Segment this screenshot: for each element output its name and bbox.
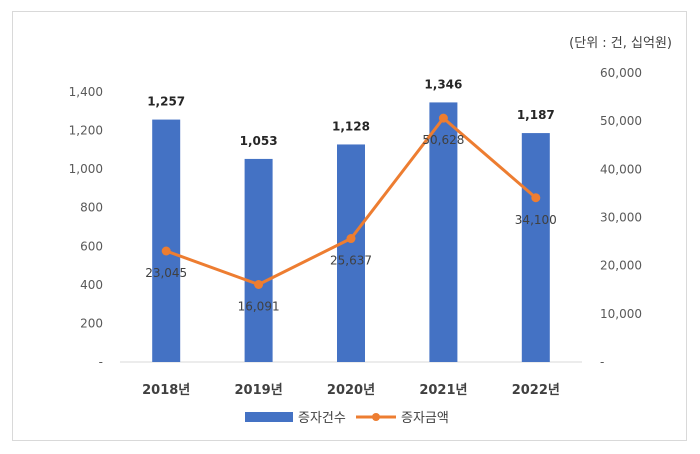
right-tick-label: 50,000 [600,114,642,128]
bar-series [152,102,550,363]
bar [429,102,458,363]
line-point [254,279,264,289]
line-data-labels: 23,045 16,091 25,637 50,628 34,100 [145,133,557,313]
line-point [346,234,356,244]
right-axis-ticks: - 10,000 20,000 30,000 40,000 50,000 60,000 [600,66,642,369]
bar-value-label: 1,128 [332,119,370,133]
left-tick-label: 600 [80,239,103,253]
unit-note: (단위 : 건, 십억원) [569,36,672,51]
bar-value-label: 1,346 [424,77,462,91]
line-point [438,113,448,123]
line-value-label: 23,045 [145,266,187,280]
legend: 증자건수 증자금액 [245,411,449,426]
legend-label: 증자건수 [298,411,346,426]
bar [244,158,273,362]
bar-value-label: 1,053 [240,134,278,148]
legend-swatch-marker [372,413,380,421]
bar-data-labels: 1,257 1,053 1,128 1,346 1,187 [147,77,555,148]
right-tick-label: 30,000 [600,211,642,225]
category-label: 2020년 [327,383,375,398]
category-label: 2018년 [142,383,190,398]
line-point [161,246,171,256]
left-tick-label: 200 [80,316,103,330]
left-tick-label: 1,200 [69,124,103,138]
legend-label: 증자금액 [401,411,449,426]
line-value-label: 34,100 [515,213,557,227]
left-tick-label: 400 [80,278,103,292]
category-labels: 2018년 2019년 2020년 2021년 2022년 [142,383,560,398]
right-tick-label: - [600,355,604,369]
line-value-label: 50,628 [422,133,464,147]
left-tick-label: 1,000 [69,162,103,176]
left-axis-ticks: - 200 400 600 800 1,000 1,200 1,400 [69,85,103,369]
category-label: 2022년 [512,383,560,398]
category-label: 2019년 [235,383,283,398]
bar [337,144,365,362]
right-tick-label: 60,000 [600,66,642,80]
right-tick-label: 20,000 [600,259,642,273]
right-tick-label: 40,000 [600,162,642,176]
bar-value-label: 1,187 [517,108,555,122]
legend-swatch-bar [245,412,293,422]
line-value-label: 25,637 [330,254,372,268]
line-value-label: 16,091 [238,299,280,313]
bar-value-label: 1,257 [147,95,185,109]
left-tick-label: - [99,355,103,369]
line-series [161,113,541,289]
bar [152,119,181,362]
left-tick-label: 800 [80,201,103,215]
bar [521,133,550,362]
left-tick-label: 1,400 [69,85,103,99]
right-tick-label: 10,000 [600,307,642,321]
line-point [531,193,541,203]
category-label: 2021년 [419,383,467,398]
